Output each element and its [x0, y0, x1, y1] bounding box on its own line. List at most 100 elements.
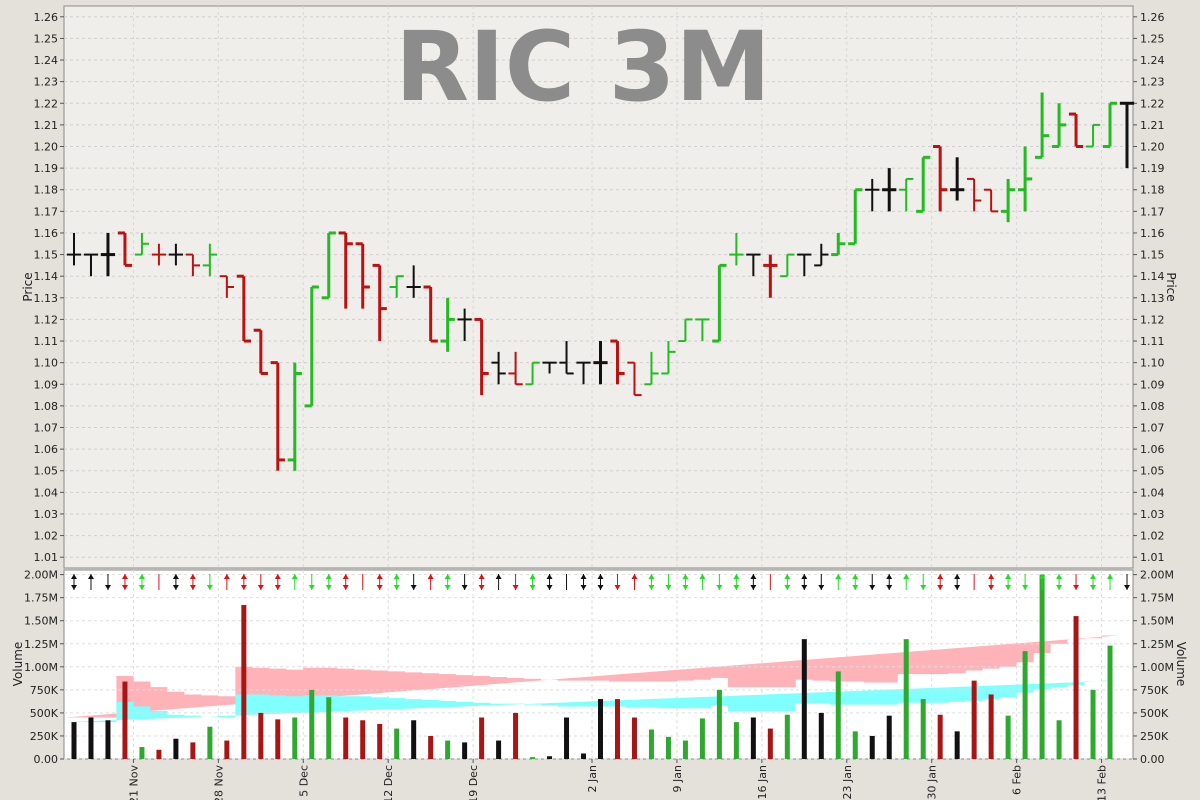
direction-marker-up	[886, 574, 893, 579]
price-tick-label-left: 1.10	[34, 357, 59, 370]
direction-marker-up	[648, 574, 655, 579]
direction-marker-down	[1090, 585, 1097, 590]
direction-marker-up	[529, 574, 536, 579]
direction-marker-down	[274, 585, 281, 590]
price-tick-label-right: 1.09	[1140, 378, 1165, 391]
volume-tick-label-right: 1.25M	[1140, 638, 1174, 651]
price-tick-label-right: 1.19	[1140, 162, 1165, 175]
price-tick-label-right: 1.13	[1140, 292, 1165, 305]
direction-marker-up	[393, 574, 400, 579]
direction-marker-down	[920, 585, 927, 590]
direction-marker-up	[495, 574, 502, 579]
direction-marker-down	[818, 585, 825, 590]
x-tick-label: 21 Nov	[127, 765, 140, 800]
direction-marker-up	[954, 574, 961, 579]
direction-marker-up	[682, 574, 689, 579]
direction-marker-down	[308, 585, 315, 590]
x-tick-label: 6 Feb	[1011, 765, 1024, 795]
volume-tick-label-left: 500K	[30, 707, 59, 720]
volume-bar	[648, 729, 654, 759]
direction-marker-down	[461, 585, 468, 590]
volume-bar	[156, 749, 162, 759]
direction-marker-up	[1039, 574, 1046, 579]
direction-marker-down	[240, 585, 247, 590]
direction-marker-down	[614, 585, 621, 590]
direction-marker-up	[546, 574, 553, 579]
direction-marker-up	[631, 574, 638, 579]
price-tick-label-right: 1.15	[1140, 249, 1165, 262]
direction-marker-up	[801, 574, 808, 579]
volume-tick-label-right: 0.00	[1140, 753, 1165, 766]
price-tick-label-left: 1.02	[34, 530, 59, 543]
volume-bar	[207, 726, 213, 759]
direction-marker-up	[87, 574, 94, 579]
volume-bar	[530, 757, 536, 759]
direction-marker-up	[988, 574, 995, 579]
price-tick-label-left: 1.17	[34, 205, 59, 218]
volume-bar	[513, 712, 519, 759]
volume-tick-label-right: 2.00M	[1140, 569, 1174, 582]
direction-marker-down	[597, 585, 604, 590]
direction-marker-down	[325, 585, 332, 590]
volume-bar	[71, 722, 77, 759]
volume-bar	[479, 717, 485, 759]
price-tick-label-left: 1.14	[34, 270, 59, 283]
direction-marker-down	[1124, 585, 1130, 590]
volume-bar	[631, 717, 637, 759]
volume-bar	[105, 720, 111, 759]
direction-marker-down	[665, 585, 672, 590]
direction-marker-down	[393, 585, 400, 590]
direction-marker-down	[716, 585, 723, 590]
x-tick-label: 13 Feb	[1096, 765, 1109, 800]
x-tick-label: 5 Dec	[297, 765, 310, 797]
volume-bar	[309, 689, 315, 759]
price-tick-label-left: 1.25	[34, 32, 59, 45]
direction-marker-down	[648, 585, 655, 590]
volume-bar	[462, 742, 468, 759]
price-tick-label-left: 1.01	[34, 551, 59, 564]
price-tick-label-right: 1.03	[1140, 508, 1165, 521]
direction-marker-down	[121, 585, 128, 590]
volume-bar	[326, 697, 332, 759]
volume-bar	[428, 735, 434, 759]
direction-marker-up	[1107, 574, 1114, 579]
direction-marker-down	[189, 585, 196, 590]
price-tick-label-left: 1.06	[34, 443, 59, 456]
direction-marker-down	[852, 585, 859, 590]
direction-marker-down	[342, 585, 349, 590]
volume-bar	[241, 605, 247, 759]
price-tick-label-right: 1.22	[1140, 97, 1165, 110]
direction-marker-up	[189, 574, 196, 579]
x-tick-label: 16 Jan	[756, 765, 769, 799]
volume-bar	[1056, 720, 1062, 759]
direction-marker-up	[903, 574, 910, 579]
volume-bar	[1090, 689, 1096, 759]
volume-axis-title-left: Volume	[11, 642, 25, 687]
volume-bar	[343, 717, 349, 759]
direction-marker-down	[1005, 585, 1012, 590]
volume-tick-label-right: 1.00M	[1140, 661, 1174, 674]
direction-marker-down	[988, 585, 995, 590]
volume-bar	[1073, 616, 1079, 759]
direction-marker-down	[954, 585, 961, 590]
volume-bar	[1005, 715, 1011, 759]
volume-tick-label-left: 0.00	[34, 753, 59, 766]
price-tick-label-right: 1.18	[1140, 184, 1165, 197]
price-tick-label-right: 1.17	[1140, 205, 1165, 218]
price-tick-label-left: 1.11	[34, 335, 59, 348]
price-tick-label-right: 1.12	[1140, 313, 1165, 326]
volume-bar	[1039, 574, 1045, 759]
x-tick-label: 19 Dec	[467, 765, 480, 800]
direction-marker-up	[1005, 574, 1012, 579]
volume-bar	[122, 681, 128, 759]
price-tick-label-right: 1.01	[1140, 551, 1165, 564]
volume-bar	[275, 719, 281, 759]
volume-bar	[411, 720, 417, 759]
volume-tick-label-left: 2.00M	[24, 569, 58, 582]
direction-marker-up	[325, 574, 332, 579]
direction-marker-up	[274, 574, 281, 579]
direction-marker-up	[1056, 574, 1063, 579]
volume-bar	[937, 714, 943, 759]
price-tick-label-left: 1.09	[34, 378, 59, 391]
price-tick-label-left: 1.26	[34, 11, 59, 24]
